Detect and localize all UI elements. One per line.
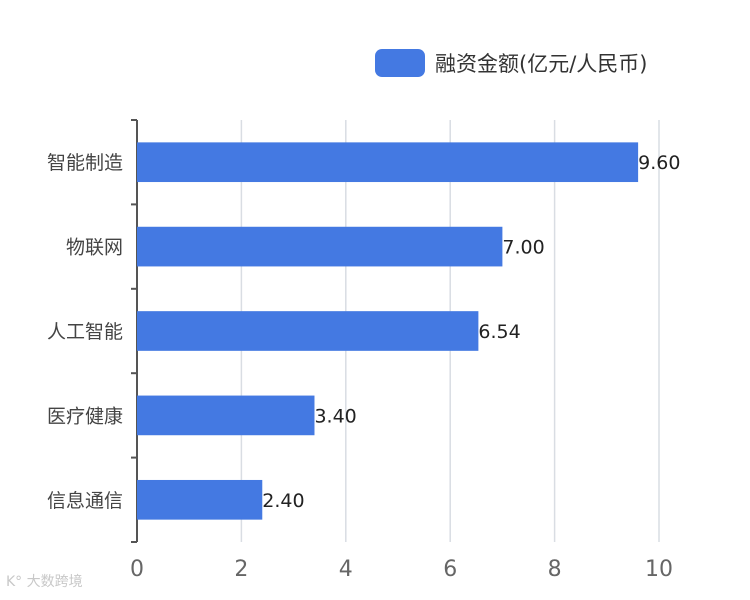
legend-swatch — [375, 49, 425, 77]
bar-value-label: 9.60 — [638, 152, 680, 174]
x-tick-label: 0 — [130, 557, 144, 582]
category-label: 智能制造 — [47, 152, 123, 174]
bar — [137, 142, 639, 183]
category-label: 人工智能 — [47, 321, 123, 343]
x-tick-label: 10 — [645, 557, 673, 582]
x-tick-label: 8 — [548, 557, 562, 582]
bar — [137, 226, 503, 267]
category-label: 医疗健康 — [47, 405, 123, 427]
legend: 融资金额(亿元/人民币) — [375, 48, 647, 78]
category-label: 物联网 — [66, 237, 123, 259]
bar-value-label: 7.00 — [502, 237, 544, 259]
x-tick-label: 6 — [443, 557, 457, 582]
bar — [137, 311, 479, 351]
x-tick-label: 2 — [234, 557, 248, 582]
watermark: K° 大数跨境 — [6, 574, 83, 590]
x-tick-label: 4 — [339, 557, 353, 582]
category-label: 信息通信 — [47, 490, 123, 512]
bar-value-label: 2.40 — [262, 490, 304, 512]
bar-value-label: 6.54 — [478, 321, 520, 343]
bar — [137, 395, 315, 436]
bar-value-label: 3.40 — [314, 405, 356, 427]
bar — [137, 479, 263, 520]
legend-label: 融资金额(亿元/人民币) — [435, 52, 648, 76]
